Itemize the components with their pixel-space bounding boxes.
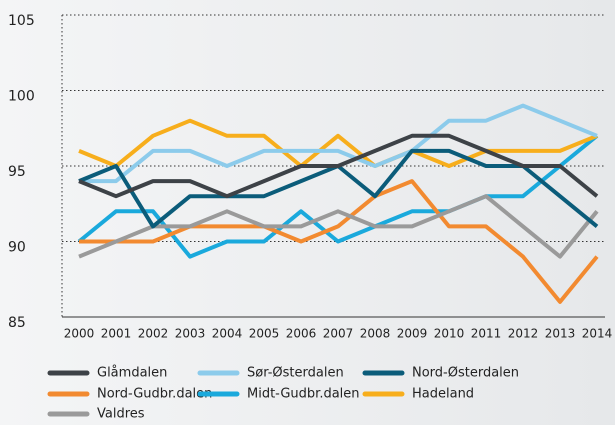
legend-label: Glåmdalen [97, 366, 167, 381]
legend-label: Hadeland [412, 387, 474, 402]
series-line [79, 103, 598, 184]
y-tick-label: 100 [8, 89, 35, 105]
x-tick-label: 2000 [64, 327, 95, 341]
y-tick-label: 85 [8, 315, 26, 331]
legend-label: Nord-Gudbr.dalen [97, 387, 212, 402]
series-line [78, 118, 598, 168]
x-tick-label: 2006 [286, 327, 317, 341]
x-tick-label: 2010 [434, 327, 465, 341]
legend-label: Valdres [97, 407, 145, 422]
x-tick-label: 2014 [582, 327, 613, 341]
legend-label: Sør-Østerdalen [247, 366, 344, 381]
x-tick-label: 2009 [397, 327, 428, 341]
legend-label: Nord-Østerdalen [412, 366, 519, 381]
x-tick-label: 2003 [175, 327, 206, 341]
series-line [78, 133, 599, 199]
legend-label: Midt-Gudbr.dalen [247, 387, 360, 402]
x-tick-label: 2002 [138, 327, 169, 341]
x-tick-label: 2001 [101, 327, 132, 341]
y-tick-label: 90 [8, 240, 26, 256]
series-line [78, 194, 599, 259]
x-tick-label: 2008 [360, 327, 391, 341]
y-tick-label: 105 [8, 13, 35, 29]
series-line [79, 179, 599, 304]
x-tick-label: 2007 [323, 327, 354, 341]
x-tick-label: 2013 [545, 327, 576, 341]
x-tick-label: 2012 [508, 327, 539, 341]
x-tick-label: 2004 [212, 327, 243, 341]
y-tick-label: 95 [8, 164, 26, 180]
x-tick-label: 2011 [471, 327, 502, 341]
x-tick-label: 2005 [249, 327, 280, 341]
